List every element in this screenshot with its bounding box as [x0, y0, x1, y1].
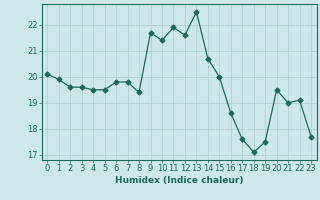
X-axis label: Humidex (Indice chaleur): Humidex (Indice chaleur) — [115, 176, 244, 185]
